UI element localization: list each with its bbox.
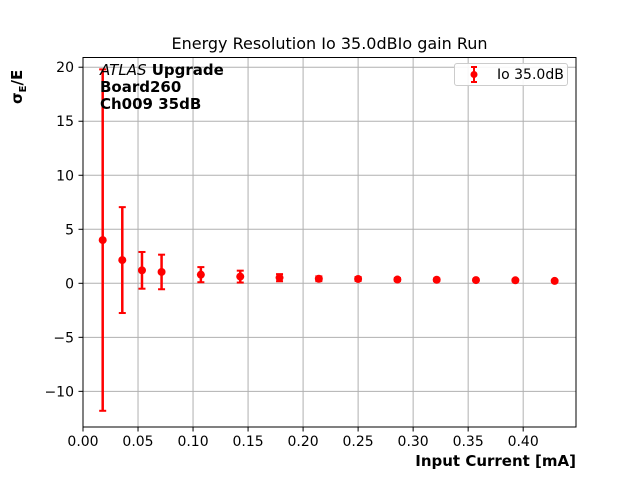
y-tick-label: 15	[56, 114, 74, 130]
y-tick-label: 5	[65, 222, 74, 238]
data-point	[471, 276, 480, 285]
y-tick-label: −5	[53, 330, 74, 346]
x-axis-label: Input Current [mA]	[415, 452, 576, 470]
y-tick-label: 0	[65, 276, 74, 292]
y-axis-label-sigma: σ	[8, 92, 26, 104]
x-tick-label: 0.35	[453, 434, 484, 450]
data-point	[275, 273, 284, 282]
x-tick-label: 0.20	[288, 434, 319, 450]
data-point	[550, 276, 559, 285]
data-point	[432, 275, 441, 284]
data-point	[393, 275, 402, 284]
y-tick-label: 10	[56, 168, 74, 184]
annotation-experiment: ATLAS	[100, 61, 147, 79]
data-point	[196, 270, 205, 279]
data-point	[511, 276, 520, 285]
annotation-block: ATLAS Upgrade Board260 Ch009 35dB	[100, 62, 224, 113]
data-point	[137, 266, 146, 275]
x-tick-label: 0.00	[67, 434, 98, 450]
y-axis-label: σE/E	[8, 70, 29, 104]
x-tick-label: 0.25	[343, 434, 374, 450]
y-tick-label: −10	[44, 384, 74, 400]
annotation-line-1: ATLAS Upgrade	[100, 62, 224, 79]
annotation-experiment-suffix: Upgrade	[146, 61, 224, 79]
data-point	[314, 274, 323, 283]
x-tick-label: 0.10	[177, 434, 208, 450]
y-axis-label-rest: /E	[8, 69, 26, 86]
x-tick-label: 0.15	[232, 434, 263, 450]
data-point	[354, 274, 363, 283]
data-point	[236, 272, 245, 281]
x-tick-label: 0.30	[398, 434, 429, 450]
annotation-line-3: Ch009 35dB	[100, 95, 202, 113]
data-point	[118, 256, 127, 265]
y-axis-label-sub: E	[18, 85, 29, 93]
legend: Io 35.0dB	[454, 63, 568, 86]
data-point	[157, 267, 166, 276]
x-tick-label: 0.05	[122, 434, 153, 450]
plot-frame	[82, 57, 577, 428]
data-point	[98, 236, 107, 245]
annotation-line-2: Board260	[100, 78, 182, 96]
x-tick-label: 0.40	[508, 434, 539, 450]
legend-entry-label: Io 35.0dB	[497, 66, 564, 83]
chart-title: Energy Resolution Io 35.0dBIo gain Run	[171, 34, 488, 53]
y-tick-label: 20	[56, 60, 74, 76]
legend-errorbar-icon	[470, 66, 478, 83]
